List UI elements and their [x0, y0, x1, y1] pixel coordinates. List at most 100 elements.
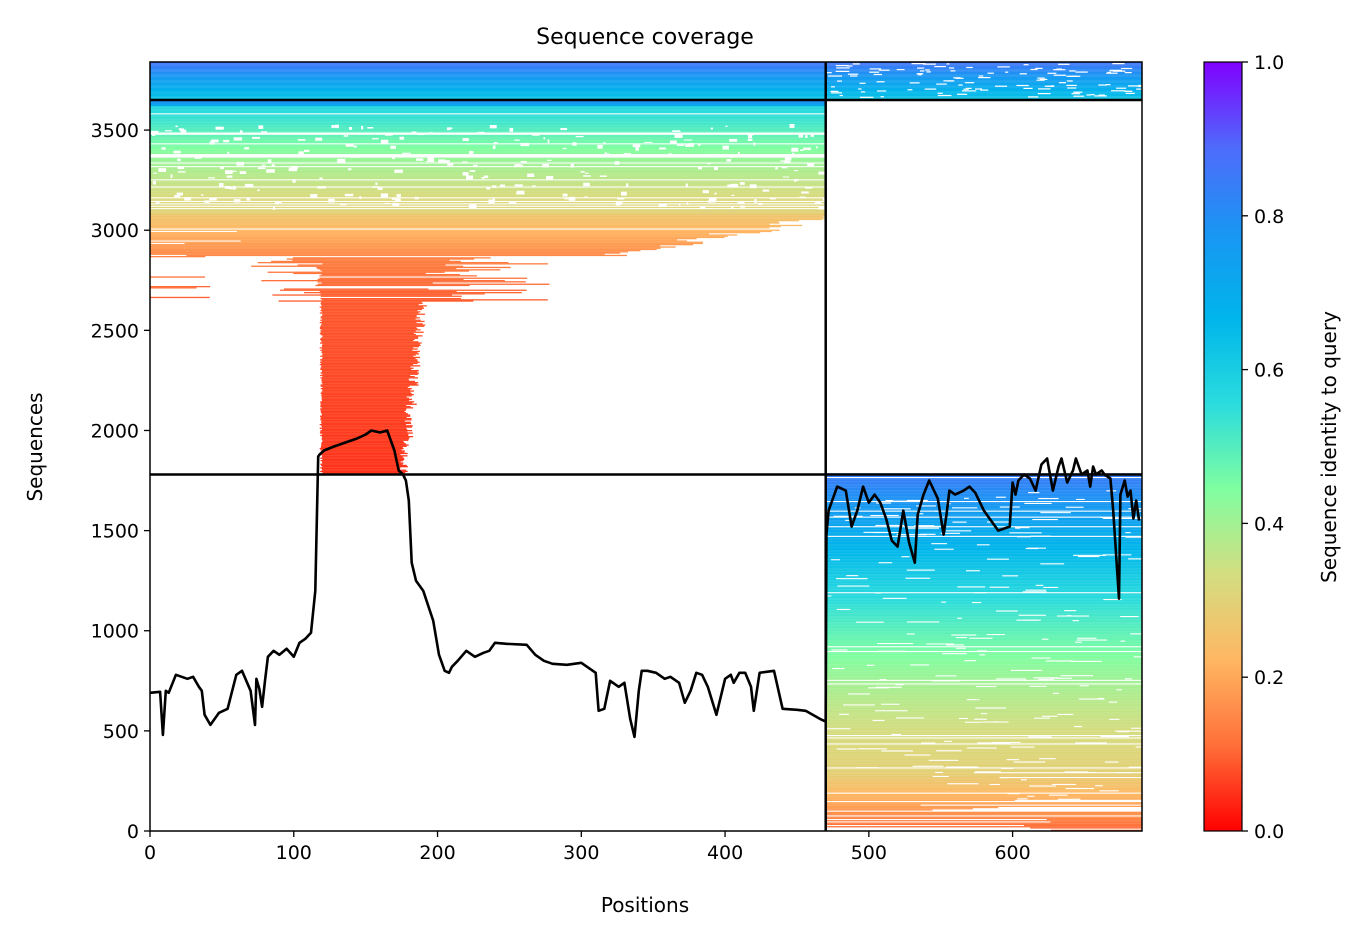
coverage-row [322, 472, 406, 474]
coverage-row [150, 79, 1142, 81]
coverage-gap [987, 72, 994, 74]
coverage-row [825, 478, 1142, 480]
coverage-gap [176, 192, 183, 196]
coverage-gap [208, 177, 215, 179]
coverage-gap [371, 138, 379, 140]
coverage-gap [258, 125, 264, 129]
coverage-row [150, 114, 826, 116]
coverage-row [321, 414, 411, 416]
coverage-gap [1040, 512, 1071, 514]
coverage-row [825, 772, 974, 774]
coverage-row [825, 554, 1142, 557]
coverage-row [150, 75, 1142, 77]
coverage-gap [925, 69, 930, 71]
coverage-row [825, 596, 1142, 599]
coverage-row [321, 420, 405, 422]
coverage-row [321, 468, 400, 470]
coverage-gap [1089, 94, 1095, 96]
coverage-row [825, 641, 1142, 643]
coverage-row [825, 720, 1142, 722]
coverage-gap [468, 204, 477, 208]
coverage-row [825, 725, 1142, 727]
colorbar-tick-label: 0.8 [1254, 206, 1284, 228]
coverage-gap [1121, 67, 1133, 70]
coverage-gap [1036, 79, 1045, 81]
coverage-row [825, 517, 1142, 519]
coverage-gap [987, 521, 1010, 523]
coverage-gap [527, 173, 535, 177]
coverage-gap [875, 592, 881, 594]
coverage-gap [880, 508, 911, 510]
coverage-row [150, 229, 780, 231]
coverage-row [825, 719, 1142, 721]
coverage-gap [1058, 63, 1070, 65]
coverage-gap [1114, 730, 1142, 732]
coverage-row [825, 623, 1142, 625]
coverage-gap [298, 151, 304, 156]
coverage-row [825, 528, 1142, 530]
coverage-row [1046, 818, 1142, 821]
coverage-row [322, 458, 405, 461]
coverage-gap [489, 125, 497, 129]
coverage-row [825, 648, 1142, 650]
coverage-gap [887, 500, 911, 502]
coverage-gap [343, 135, 349, 137]
coverage-gap [1038, 678, 1054, 680]
coverage-row [825, 785, 1142, 787]
coverage-row [825, 817, 1142, 819]
coverage-gap [924, 88, 937, 90]
coverage-row [320, 310, 418, 312]
coverage-gap [935, 675, 957, 677]
coverage-row [825, 682, 1142, 684]
coverage-row [825, 752, 1142, 755]
coverage-gap [669, 140, 677, 144]
coverage-gap [835, 70, 850, 72]
coverage-row [320, 298, 461, 300]
coverage-row [150, 169, 826, 171]
coverage-gap [1015, 527, 1030, 529]
coverage-gap [947, 783, 979, 785]
coverage-gap [1097, 697, 1104, 699]
coverage-row [150, 92, 1142, 94]
x-tick-label: 300 [563, 842, 599, 864]
coverage-row [321, 397, 410, 399]
coverage-row [322, 314, 417, 317]
coverage-gap [926, 71, 931, 73]
coverage-gap [909, 82, 920, 84]
coverage-row [825, 594, 1142, 596]
coverage-gap [244, 183, 254, 187]
coverage-row [825, 598, 1142, 600]
coverage-row [321, 436, 414, 438]
coverage-gap [943, 740, 952, 742]
coverage-row [825, 560, 1142, 563]
coverage-gap [1072, 620, 1079, 622]
coverage-row [825, 482, 1142, 485]
coverage-gap [683, 139, 693, 141]
coverage-row [150, 221, 779, 223]
coverage-row [825, 812, 1142, 815]
coverage-row [825, 539, 1142, 541]
coverage-row [319, 364, 413, 366]
coverage-row [150, 101, 826, 103]
coverage-row [150, 81, 1142, 83]
coverage-gap [737, 201, 745, 204]
coverage-gap [952, 521, 967, 523]
coverage-gap [1065, 506, 1084, 508]
coverage-row [150, 138, 826, 140]
coverage-row [150, 244, 694, 246]
coverage-gap [469, 151, 474, 155]
coverage-row [322, 461, 401, 463]
coverage-gap [1107, 71, 1111, 74]
coverage-row [150, 212, 826, 215]
coverage-row [322, 376, 415, 378]
coverage-gap [737, 152, 740, 156]
coverage-gap [520, 142, 530, 147]
coverage-row [150, 126, 826, 128]
coverage-row [825, 673, 1142, 675]
coverage-row [322, 456, 403, 458]
coverage-row [321, 360, 418, 362]
coverage-row [825, 486, 1142, 488]
coverage-row [150, 296, 210, 299]
coverage-gap [564, 198, 570, 200]
coverage-row [320, 361, 420, 363]
